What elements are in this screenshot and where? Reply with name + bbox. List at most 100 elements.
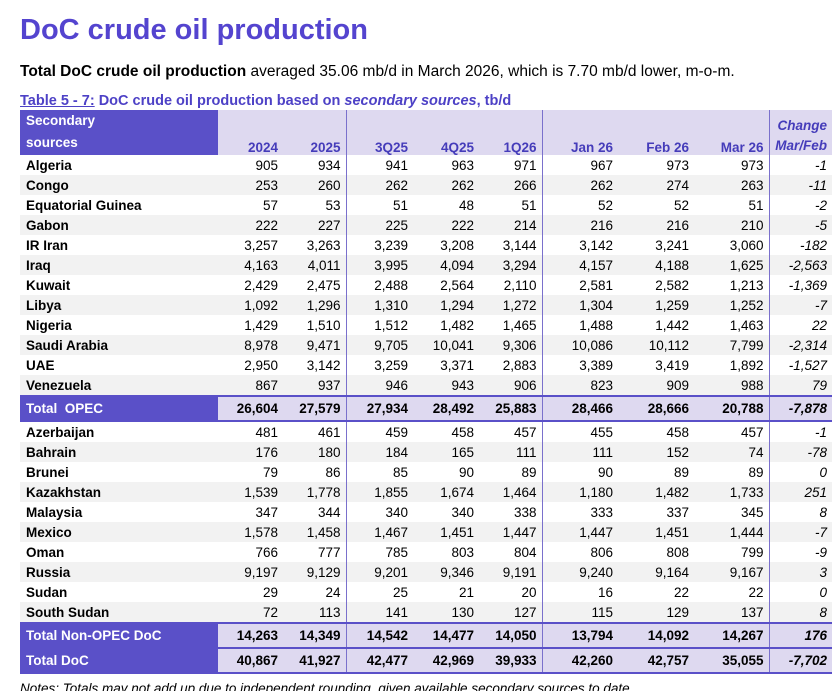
cell-change: -7,702: [769, 647, 832, 675]
table-row: UAE 2,950 3,142 3,259 3,371 2,883 3,389 3,419 1,…: [20, 355, 832, 376]
cell-jan-26: 823: [542, 375, 618, 397]
summary-rest: averaged 35.06 mb/d in March 2026, which…: [246, 63, 735, 80]
cell-4q25: 28,492: [413, 395, 479, 423]
cell-feb-26: 274: [618, 175, 694, 196]
total-row: Total Non-OPEC DoC 14,263 14,349 14,542 14,4…: [20, 622, 832, 650]
table-row: Sudan 29 24 25 21 20 16 22 22 0: [20, 582, 832, 603]
cell-change: -7: [769, 295, 832, 316]
cell-4q25: 21: [458, 584, 474, 600]
cell-1q26: 214: [479, 215, 543, 236]
cell-mar-26: 89: [694, 462, 770, 483]
cell-2024: 2,429: [244, 277, 278, 293]
cell-3q25: 2,488: [374, 277, 408, 293]
cell-mar-26: 973: [694, 155, 770, 176]
header-row: Secondary sources 2024 2025 3Q25 4Q25 1Q26 Jan…: [20, 110, 832, 156]
cell-3q25: 14,542: [346, 622, 413, 650]
cell-2024: 867: [218, 375, 283, 397]
production-table: Secondary sources 2024 2025 3Q25 4Q25 1Q26 Jan…: [20, 110, 832, 675]
page-title: DoC crude oil production: [20, 14, 368, 46]
cell-2024: 40,867: [218, 647, 283, 675]
cell-mar-26: 74: [694, 442, 770, 463]
cell-3q25: 785: [385, 544, 408, 560]
cell-mar-26: 22: [694, 582, 770, 603]
cell-feb-26: 337: [666, 504, 689, 520]
cell-feb-26: 14,092: [618, 622, 694, 650]
header-label-line1: Secondary: [26, 113, 96, 128]
cell-change: 8: [769, 602, 832, 624]
cell-2024: 1,578: [218, 522, 283, 543]
cell-2025: 1,458: [283, 522, 347, 543]
cell-2024: 1,429: [244, 317, 278, 333]
cell-3q25: 1,467: [346, 522, 413, 543]
cell-mar-26: 263: [694, 175, 770, 196]
header-secondary-sources: Secondary sources: [20, 110, 218, 156]
cell-3q25: 51: [392, 197, 408, 213]
cell-mar-26: 345: [694, 502, 770, 523]
table-row: Gabon 222 227 225 222 214 216 216 210 -5: [20, 215, 832, 236]
cell-mar-26: 1,733: [694, 482, 770, 503]
cell-jan-26: 16: [597, 584, 613, 600]
cell-2025: 1,296: [283, 295, 347, 316]
cell-4q25: 14,477: [413, 622, 479, 650]
cell-3q25: 946: [346, 375, 413, 397]
cell-jan-26: 1,180: [542, 482, 618, 503]
cell-mar-26: 1,463: [694, 315, 770, 336]
cell-3q25: 1,310: [346, 295, 413, 316]
cell-4q25: 1,482: [440, 317, 474, 333]
cell-3q25: 9,705: [346, 335, 413, 356]
cell-2024: 2,950: [244, 357, 278, 373]
cell-3q25: 262: [346, 175, 413, 196]
cell-change: 3: [769, 562, 832, 583]
cell-1q26: 1,464: [479, 482, 543, 503]
cell-2024: 9,197: [218, 562, 283, 583]
cell-3q25: 3,239: [374, 237, 408, 253]
row-label: Nigeria: [26, 317, 72, 333]
cell-change: -78: [769, 442, 832, 463]
cell-jan-26: 115: [542, 602, 618, 624]
cell-jan-26: 1,447: [542, 522, 618, 543]
row-label: Iraq: [20, 255, 218, 276]
cell-3q25: 9,201: [346, 562, 413, 583]
cell-4q25: 1,451: [413, 522, 479, 543]
cell-3q25: 1,855: [346, 482, 413, 503]
cell-2025: 1,778: [283, 482, 347, 503]
header-jan-26: Jan 26: [542, 110, 618, 156]
cell-1q26: 89: [479, 462, 543, 483]
cell-change: 79: [769, 375, 832, 397]
cell-mar-26: 137: [694, 602, 770, 624]
cell-jan-26: 4,157: [542, 255, 618, 276]
cell-jan-26: 52: [597, 197, 613, 213]
cell-mar-26: 1,213: [694, 275, 770, 296]
caption-unit: , tb/d: [476, 93, 512, 109]
row-label: Total Non-OPEC DoC: [20, 622, 218, 650]
row-label: Gabon: [20, 215, 218, 236]
cell-jan-26: 10,086: [542, 335, 618, 356]
row-label: Malaysia: [26, 504, 83, 520]
table-row: IR Iran 3,257 3,263 3,239 3,208 3,144 3,142 3,2…: [20, 235, 832, 256]
cell-jan-26: 262: [542, 175, 618, 196]
table-row: Nigeria 1,429 1,510 1,512 1,482 1,465 1,488 1,4…: [20, 315, 832, 336]
header-feb-26: Feb 26: [618, 110, 694, 156]
row-label: Brunei: [26, 464, 69, 480]
cell-2025: 24: [283, 582, 347, 603]
header-label-line2: sources: [26, 134, 78, 150]
cell-1q26: 971: [479, 155, 543, 176]
cell-3q25: 27,934: [346, 395, 413, 423]
cell-feb-26: 909: [618, 375, 694, 397]
cell-2024: 29: [262, 584, 278, 600]
cell-feb-26: 3,419: [655, 357, 689, 373]
cell-mar-26: 1,252: [694, 295, 770, 316]
row-label: Congo: [20, 175, 218, 196]
table-number: Table 5 - 7:: [20, 93, 95, 109]
cell-2024: 347: [255, 504, 278, 520]
cell-feb-26: 28,666: [618, 395, 694, 423]
cell-2025: 777: [283, 542, 347, 563]
cell-2025: 227: [283, 215, 347, 236]
row-label: Russia: [20, 562, 218, 583]
row-label: Total DoC: [20, 647, 218, 675]
cell-1q26: 1,447: [479, 522, 543, 543]
row-label: Kazakhstan: [20, 482, 218, 503]
table-row: Bahrain 176 180 184 165 111 111 152 74 -78: [20, 442, 832, 463]
cell-jan-26: 90: [597, 464, 613, 480]
cell-change: -1: [814, 157, 827, 173]
